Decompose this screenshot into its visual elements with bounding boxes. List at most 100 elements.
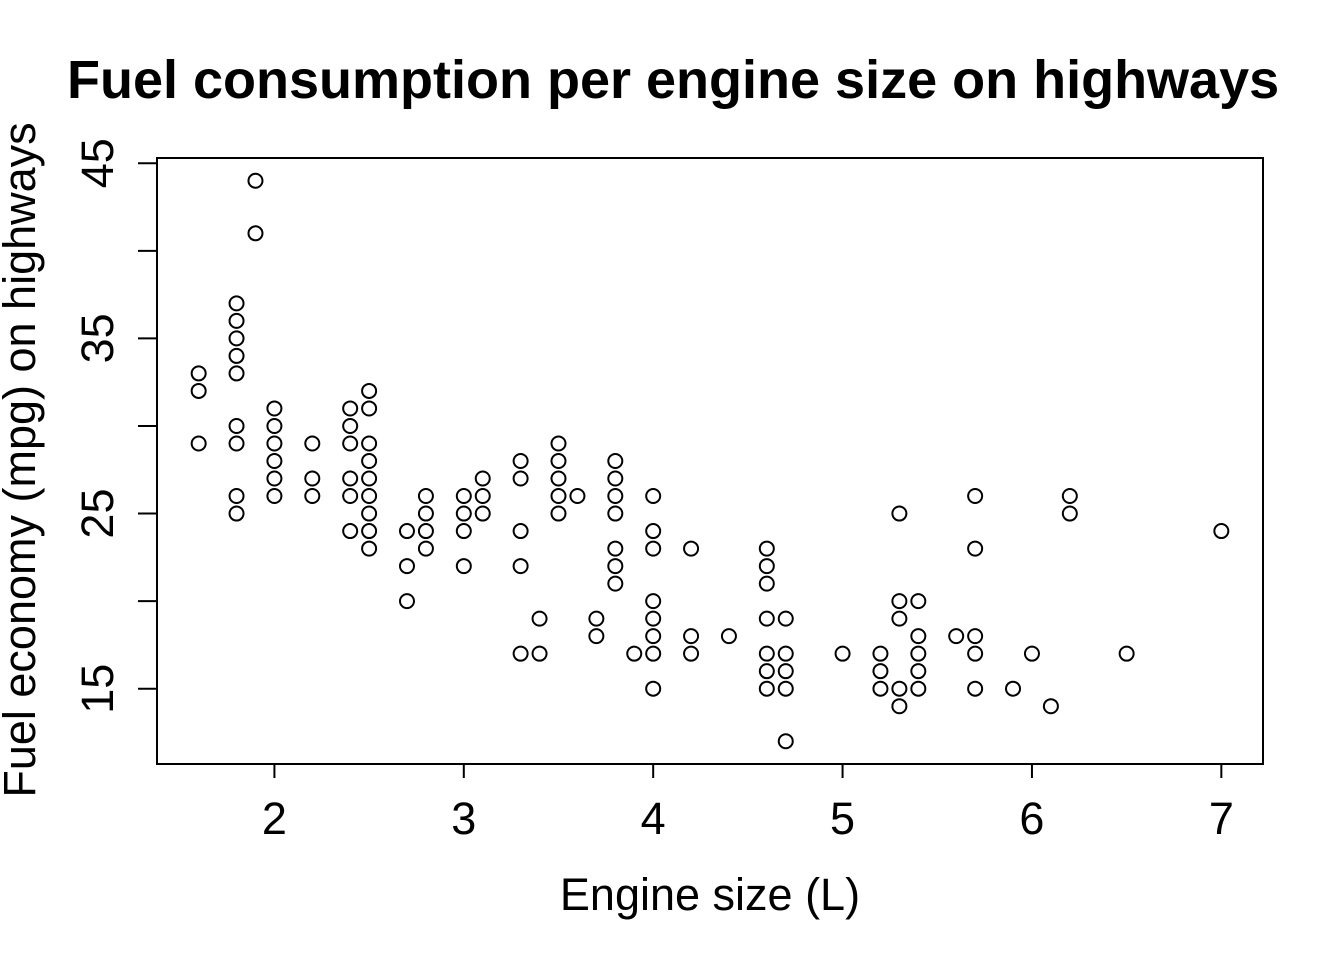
data-point xyxy=(512,453,529,469)
chart-title: Fuel consumption per engine size on high… xyxy=(67,50,1279,110)
data-point xyxy=(398,523,415,540)
data-point xyxy=(758,663,775,680)
data-point xyxy=(626,645,643,662)
data-point xyxy=(342,470,359,487)
data-point xyxy=(474,470,491,487)
data-point xyxy=(361,435,378,452)
data-point xyxy=(228,417,245,434)
data-point xyxy=(777,610,794,627)
data-point xyxy=(607,540,624,557)
data-point xyxy=(190,382,207,399)
data-point xyxy=(910,680,927,697)
data-point xyxy=(342,417,359,434)
data-point xyxy=(1023,645,1040,662)
data-point xyxy=(872,645,889,662)
data-point xyxy=(683,628,700,645)
data-point xyxy=(550,435,567,452)
x-tick-label: 7 xyxy=(1209,793,1234,844)
data-point xyxy=(512,523,529,540)
y-tick-label: 35 xyxy=(72,313,123,363)
data-point xyxy=(247,172,264,189)
data-point xyxy=(758,680,775,697)
data-point xyxy=(228,312,245,329)
data-point xyxy=(361,540,378,557)
data-point xyxy=(417,505,434,522)
data-point xyxy=(948,628,965,645)
data-point xyxy=(758,610,775,627)
data-point xyxy=(247,225,264,242)
data-point xyxy=(266,488,283,505)
data-point xyxy=(645,645,662,662)
data-point xyxy=(361,523,378,540)
data-point xyxy=(777,645,794,662)
data-point xyxy=(474,488,491,505)
x-axis: 2 3 4 5 6 7 xyxy=(262,763,1234,844)
data-point xyxy=(607,488,624,505)
data-point xyxy=(758,575,775,592)
data-point xyxy=(190,365,207,382)
data-point xyxy=(967,540,984,557)
data-point xyxy=(361,400,378,417)
y-tick-label: 45 xyxy=(72,138,123,188)
data-point xyxy=(228,488,245,505)
data-point xyxy=(683,540,700,557)
data-point xyxy=(342,435,359,452)
data-point xyxy=(607,558,624,575)
data-point xyxy=(304,435,321,452)
data-point xyxy=(398,593,415,610)
data-point xyxy=(474,505,491,522)
data-point xyxy=(683,645,700,662)
data-point xyxy=(645,593,662,610)
data-point xyxy=(361,505,378,522)
data-point xyxy=(228,295,245,312)
data-point xyxy=(891,505,908,522)
x-tick-label: 6 xyxy=(1019,793,1044,844)
data-point xyxy=(607,470,624,487)
data-point xyxy=(361,453,378,469)
data-point xyxy=(550,453,567,469)
x-tick-label: 4 xyxy=(641,793,666,844)
data-point xyxy=(266,435,283,452)
data-point xyxy=(645,488,662,505)
data-point xyxy=(550,470,567,487)
data-point xyxy=(228,435,245,452)
data-point xyxy=(342,523,359,540)
x-tick-label: 5 xyxy=(830,793,855,844)
y-tick-label: 25 xyxy=(72,489,123,539)
data-point xyxy=(228,330,245,347)
data-point xyxy=(645,540,662,557)
data-point xyxy=(910,593,927,610)
x-axis-label: Engine size (L) xyxy=(560,869,860,920)
data-point xyxy=(512,558,529,575)
data-point xyxy=(645,610,662,627)
data-point xyxy=(417,523,434,540)
data-point xyxy=(777,663,794,680)
data-point xyxy=(910,645,927,662)
data-point xyxy=(588,628,605,645)
data-point xyxy=(417,540,434,557)
data-point xyxy=(266,453,283,469)
data-point xyxy=(266,400,283,417)
data-point xyxy=(872,663,889,680)
data-points xyxy=(190,172,1230,750)
y-axis: 15 25 35 45 xyxy=(72,138,158,714)
data-point xyxy=(758,558,775,575)
data-point xyxy=(588,610,605,627)
data-point xyxy=(228,347,245,364)
data-point xyxy=(1042,698,1059,715)
data-point xyxy=(1118,645,1135,662)
data-point xyxy=(1061,505,1078,522)
data-point xyxy=(910,663,927,680)
data-point xyxy=(266,417,283,434)
data-point xyxy=(720,628,737,645)
plot-frame xyxy=(156,157,1264,765)
data-point xyxy=(361,470,378,487)
data-point xyxy=(607,575,624,592)
data-point xyxy=(872,680,889,697)
data-point xyxy=(569,488,586,505)
data-point xyxy=(266,470,283,487)
data-point xyxy=(417,488,434,505)
data-point xyxy=(512,470,529,487)
data-point xyxy=(455,505,472,522)
